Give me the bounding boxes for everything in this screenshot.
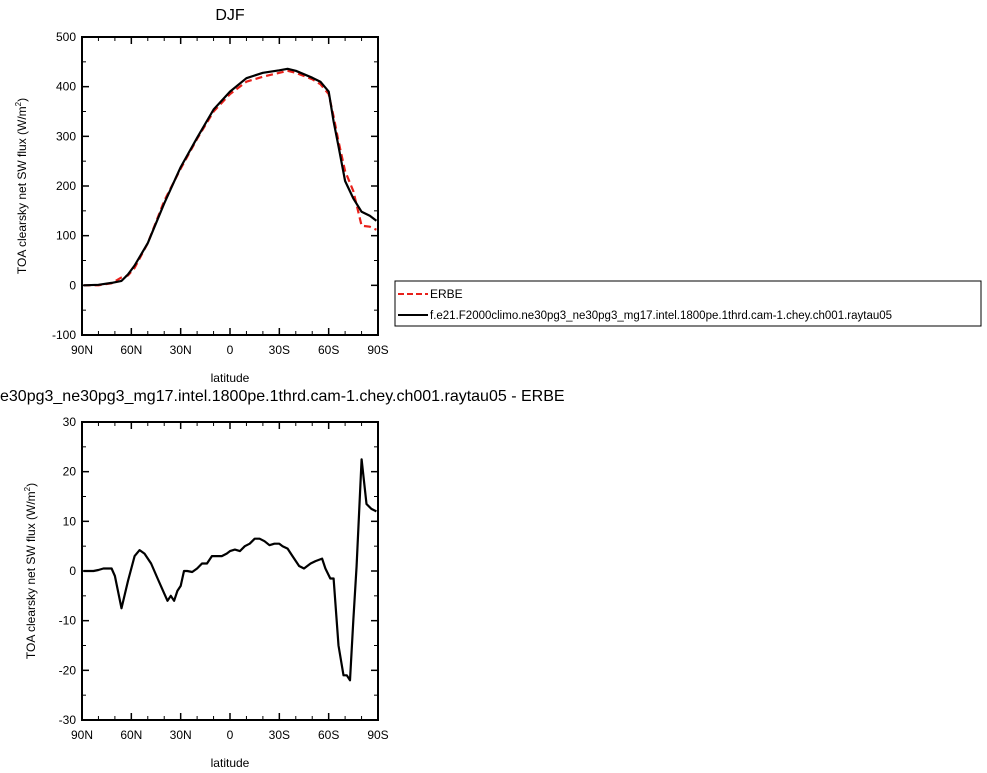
bottom-y-tick-label: 20 xyxy=(63,465,77,479)
top-y-axis-label: TOA clearsky net SW flux (W/m2) xyxy=(14,98,29,274)
bottom-series-line-0 xyxy=(83,458,377,682)
bottom-y-axis-label-end: ) xyxy=(24,483,38,487)
bottom-panel: e30pg3_ne30pg3_mg17.intel.1800pe.1thrd.c… xyxy=(0,388,565,770)
top-x-tick-label: 90N xyxy=(71,343,93,357)
top-plot-area: 90N 60N 30N 0 30S 60S 90S -100 0 100 200 300 400 500 xyxy=(52,30,389,357)
bottom-x-tick-label: 30S xyxy=(269,728,290,742)
top-y-tick-label: 200 xyxy=(56,179,76,193)
bottom-x-tick-label: 0 xyxy=(227,728,234,742)
bottom-x-tick-label: 90N xyxy=(71,728,93,742)
bottom-y-tick-label: 0 xyxy=(69,564,76,578)
top-plot-frame xyxy=(81,36,379,336)
top-series-line-1 xyxy=(83,67,378,287)
top-y-axis-label-sup: 2 xyxy=(14,101,23,106)
top-y-tick-label: 100 xyxy=(56,229,76,243)
bottom-x-tick-label: 30N xyxy=(170,728,192,742)
top-y-tick-label: -100 xyxy=(52,328,76,342)
top-y-tick-label: 400 xyxy=(56,80,76,94)
top-x-axis-label: latitude xyxy=(211,371,250,385)
bottom-x-tick-label: 90S xyxy=(367,728,388,742)
top-x-tick-label: 60N xyxy=(120,343,142,357)
bottom-x-tick-label: 60N xyxy=(120,728,142,742)
legend-box xyxy=(394,280,982,327)
top-x-tick-label: 30N xyxy=(170,343,192,357)
top-y-tick-label: 500 xyxy=(56,30,76,44)
bottom-plot-area: 90N 60N 30N 0 30S 60S 90S -30 -20 -10 0 10 20 30 xyxy=(59,415,389,742)
bottom-y-tick-label: -20 xyxy=(59,663,77,677)
legend-label-model: f.e21.F2000climo.ne30pg3_ne30pg3_mg17.in… xyxy=(430,310,892,322)
bottom-x-axis-label: latitude xyxy=(211,756,250,770)
bottom-y-tick-label: 30 xyxy=(63,415,77,429)
top-x-tick-label: 90S xyxy=(367,343,388,357)
bottom-y-tick-label: 10 xyxy=(63,514,77,528)
top-x-tick-label: 60S xyxy=(318,343,339,357)
bottom-plot-frame xyxy=(81,421,379,721)
bottom-y-tick-label: -10 xyxy=(59,614,77,628)
bottom-panel-title: e30pg3_ne30pg3_mg17.intel.1800pe.1thrd.c… xyxy=(0,388,565,405)
top-panel-title: DJF xyxy=(215,7,245,24)
top-x-tick-label: 0 xyxy=(227,343,234,357)
legend: ERBE f.e21.F2000climo.ne30pg3_ne30pg3_mg… xyxy=(394,280,982,327)
top-panel: DJF 90N 60N 30N 0 30S 60S 90S -100 0 100 200 300 400… xyxy=(14,7,389,385)
bottom-y-axis-label-main: TOA clearsky net SW flux (W/m xyxy=(24,491,38,659)
top-x-tick-label: 30S xyxy=(269,343,290,357)
bottom-y-axis-label-sup: 2 xyxy=(23,486,32,491)
bottom-x-tick-label: 60S xyxy=(318,728,339,742)
top-y-axis-label-end: ) xyxy=(15,98,29,102)
top-y-tick-label: 0 xyxy=(69,278,76,292)
top-y-tick-label: 300 xyxy=(56,129,76,143)
legend-label-erbe: ERBE xyxy=(430,287,463,301)
bottom-y-axis-label: TOA clearsky net SW flux (W/m2) xyxy=(23,483,38,659)
top-series-line-0 xyxy=(83,69,377,287)
bottom-y-tick-label: -30 xyxy=(59,713,77,727)
top-y-axis-label-main: TOA clearsky net SW flux (W/m xyxy=(15,106,29,274)
